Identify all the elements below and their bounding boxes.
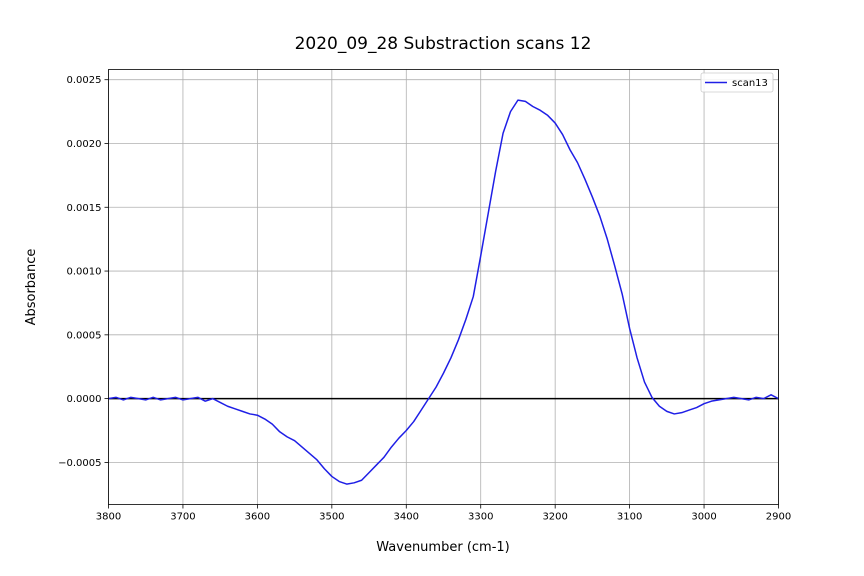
y-tick-label: 0.0005: [67, 330, 102, 341]
y-tick-label: 0.0020: [67, 139, 102, 150]
legend-label-scan13: scan13: [732, 78, 768, 89]
plot-area-frame: [108, 69, 779, 505]
x-tick-label: 3800: [96, 512, 121, 523]
y-tick-label: 0.0025: [67, 75, 102, 86]
y-axis-title: Absorbance: [24, 249, 39, 326]
x-tick-label: 2900: [766, 512, 791, 523]
x-tick-label: 3000: [691, 512, 716, 523]
x-tick-label: 3200: [542, 512, 567, 523]
x-tick-label: 3700: [170, 512, 195, 523]
x-tick-label: 3100: [617, 512, 642, 523]
series-layer: [108, 99, 779, 485]
legend-box: [700, 72, 774, 93]
legend: scan13: [700, 72, 774, 93]
series-line-scan13: [108, 99, 779, 485]
x-tick-label: 3600: [245, 512, 270, 523]
x-tick-label: 3400: [394, 512, 419, 523]
y-tick-label: 0.0015: [67, 203, 102, 214]
y-tick-label: 0.0010: [67, 267, 102, 278]
x-tick-label: 3500: [319, 512, 344, 523]
y-tick-label: 0.0000: [67, 394, 102, 405]
x-axis-ticks: 3800 3700 3600 3500 3400 3300 3200 3100 3000 2900: [96, 504, 791, 523]
x-axis-title: Wavenumber (cm-1): [376, 540, 509, 555]
chart-title: 2020_09_28 Substraction scans 12: [295, 34, 592, 54]
x-tick-label: 3300: [468, 512, 493, 523]
y-tick-label: −0.0005: [58, 458, 101, 469]
y-axis-ticks: −0.0005 0.0000 0.0005 0.0010 0.0015 0.0020 0.0…: [58, 75, 109, 469]
